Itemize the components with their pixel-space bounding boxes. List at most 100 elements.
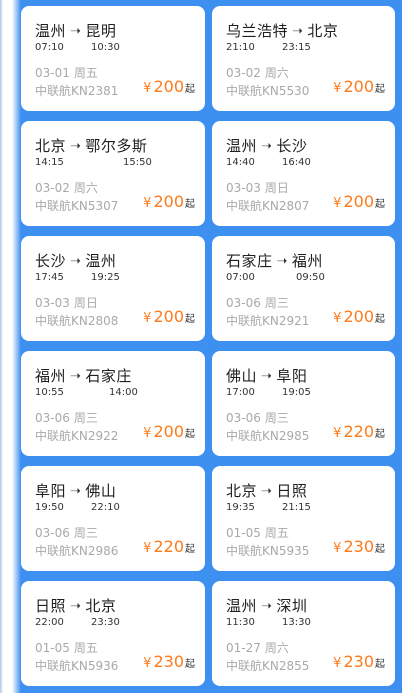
weekday-text: 周五 — [73, 641, 98, 655]
currency-symbol: ¥ — [333, 196, 342, 211]
date-text: 03-06 — [226, 411, 261, 425]
route: 温州 ➝ 深圳 — [226, 595, 307, 616]
destination-city: 长沙 — [276, 137, 308, 155]
date-text: 03-06 — [35, 411, 70, 425]
depart-time: 17:00 — [226, 387, 255, 398]
price: ¥220起 — [333, 422, 385, 441]
currency-symbol: ¥ — [143, 196, 152, 211]
price-suffix: 起 — [375, 199, 385, 210]
price-suffix: 起 — [185, 84, 195, 95]
price: ¥200起 — [143, 192, 195, 211]
origin-city: 日照 — [35, 597, 67, 615]
flight-number: 中联航KN5530 — [226, 84, 310, 98]
currency-symbol: ¥ — [333, 426, 342, 441]
arrive-time: 23:30 — [91, 617, 120, 628]
depart-time: 17:45 — [35, 272, 64, 283]
origin-city: 福州 — [35, 367, 67, 385]
depart-time: 10:55 — [35, 387, 64, 398]
currency-symbol: ¥ — [143, 311, 152, 326]
price-amount: 200 — [343, 307, 374, 326]
currency-symbol: ¥ — [143, 656, 152, 671]
currency-symbol: ¥ — [333, 311, 342, 326]
flight-number: 中联航KN5936 — [35, 659, 119, 673]
flight-date: 03-02 周六 — [226, 64, 289, 81]
depart-time: 19:50 — [35, 502, 64, 513]
origin-city: 温州 — [226, 137, 258, 155]
destination-city: 佛山 — [85, 482, 117, 500]
origin-city: 长沙 — [35, 252, 67, 270]
price: ¥220起 — [143, 537, 195, 556]
destination-city: 石家庄 — [85, 367, 132, 385]
flight-times: 17:00 19:05 — [226, 387, 311, 398]
origin-city: 佛山 — [226, 367, 258, 385]
flight-times: 19:35 21:15 — [226, 502, 311, 513]
flight-number: 中联航KN5935 — [226, 544, 310, 558]
origin-city: 乌兰浩特 — [226, 22, 289, 40]
route: 日照 ➝ 北京 — [35, 595, 116, 616]
origin-city: 北京 — [35, 137, 67, 155]
date-text: 03-03 — [226, 181, 261, 195]
date-text: 03-06 — [35, 526, 70, 540]
arrive-time: 23:15 — [282, 42, 311, 53]
price: ¥200起 — [333, 307, 385, 326]
origin-city: 石家庄 — [226, 252, 273, 270]
arrow-right-icon: ➝ — [70, 254, 82, 269]
ticket-card[interactable]: 日照 ➝ 北京 22:00 23:30 01-05 周五 中联航KN5936 ¥230起 — [21, 581, 205, 686]
price-amount: 200 — [153, 77, 184, 96]
ticket-card[interactable]: 温州 ➝ 长沙 14:40 16:40 03-03 周日 中联航KN2807 ¥200起 — [212, 121, 395, 226]
ticket-card[interactable]: 长沙 ➝ 温州 17:45 19:25 03-03 周日 中联航KN2808 ¥200起 — [21, 236, 205, 341]
depart-time: 14:40 — [226, 157, 255, 168]
destination-city: 鄂尔多斯 — [85, 137, 148, 155]
route: 佛山 ➝ 阜阳 — [226, 365, 307, 386]
price-amount: 200 — [153, 307, 184, 326]
arrow-right-icon: ➝ — [261, 369, 273, 384]
weekday-text: 周日 — [264, 181, 289, 195]
arrow-right-icon: ➝ — [261, 599, 273, 614]
route: 乌兰浩特 ➝ 北京 — [226, 20, 338, 41]
price: ¥200起 — [333, 192, 385, 211]
ticket-card[interactable]: 乌兰浩特 ➝ 北京 21:10 23:15 03-02 周六 中联航KN5530 ¥20… — [212, 6, 395, 111]
date-text: 01-27 — [226, 641, 261, 655]
flight-times: 14:40 16:40 — [226, 157, 311, 168]
arrive-time: 19:25 — [91, 272, 120, 283]
flight-times: 22:00 23:30 — [35, 617, 120, 628]
origin-city: 阜阳 — [35, 482, 67, 500]
ticket-card[interactable]: 佛山 ➝ 阜阳 17:00 19:05 03-06 周三 中联航KN2985 ¥220起 — [212, 351, 395, 456]
price-suffix: 起 — [375, 659, 385, 670]
flight-date: 03-03 周日 — [226, 179, 289, 196]
destination-city: 日照 — [276, 482, 308, 500]
ticket-card[interactable]: 阜阳 ➝ 佛山 19:50 22:10 03-06 周三 中联航KN2986 ¥220起 — [21, 466, 205, 571]
ticket-card[interactable]: 福州 ➝ 石家庄 10:55 14:00 03-06 周三 中联航KN2922 ¥200… — [21, 351, 205, 456]
ticket-card[interactable]: 温州 ➝ 深圳 11:30 13:30 01-27 周六 中联航KN2855 ¥230起 — [212, 581, 395, 686]
price: ¥200起 — [143, 307, 195, 326]
depart-time: 21:10 — [226, 42, 255, 53]
ticket-card[interactable]: 北京 ➝ 日照 19:35 21:15 01-05 周五 中联航KN5935 ¥230起 — [212, 466, 395, 571]
weekday-text: 周五 — [73, 66, 98, 80]
destination-city: 福州 — [291, 252, 323, 270]
price-amount: 200 — [153, 192, 184, 211]
flight-number: 中联航KN5307 — [35, 199, 119, 213]
weekday-text: 周六 — [264, 66, 289, 80]
flight-date: 03-06 周三 — [226, 294, 289, 311]
flight-date: 03-06 周三 — [35, 409, 98, 426]
weekday-text: 周六 — [73, 181, 98, 195]
ticket-card[interactable]: 石家庄 ➝ 福州 07:00 09:50 03-06 周三 中联航KN2921 ¥200… — [212, 236, 395, 341]
ticket-grid: 温州 ➝ 昆明 07:10 10:30 03-01 周五 中联航KN2381 ¥200起… — [21, 6, 395, 686]
price: ¥230起 — [143, 652, 195, 671]
ticket-card[interactable]: 北京 ➝ 鄂尔多斯 14:15 15:50 03-02 周六 中联航KN5307 ¥20… — [21, 121, 205, 226]
flight-date: 01-05 周五 — [35, 639, 98, 656]
price-amount: 220 — [343, 422, 374, 441]
arrow-right-icon: ➝ — [276, 254, 288, 269]
destination-city: 温州 — [85, 252, 117, 270]
price-suffix: 起 — [185, 544, 195, 555]
arrive-time: 22:10 — [91, 502, 120, 513]
ticket-card[interactable]: 温州 ➝ 昆明 07:10 10:30 03-01 周五 中联航KN2381 ¥200起 — [21, 6, 205, 111]
date-text: 03-02 — [226, 66, 261, 80]
price-suffix: 起 — [185, 314, 195, 325]
currency-symbol: ¥ — [143, 541, 152, 556]
price-suffix: 起 — [375, 84, 385, 95]
price-amount: 200 — [153, 422, 184, 441]
arrive-time: 19:05 — [282, 387, 311, 398]
price: ¥200起 — [333, 77, 385, 96]
price-amount: 200 — [343, 77, 374, 96]
